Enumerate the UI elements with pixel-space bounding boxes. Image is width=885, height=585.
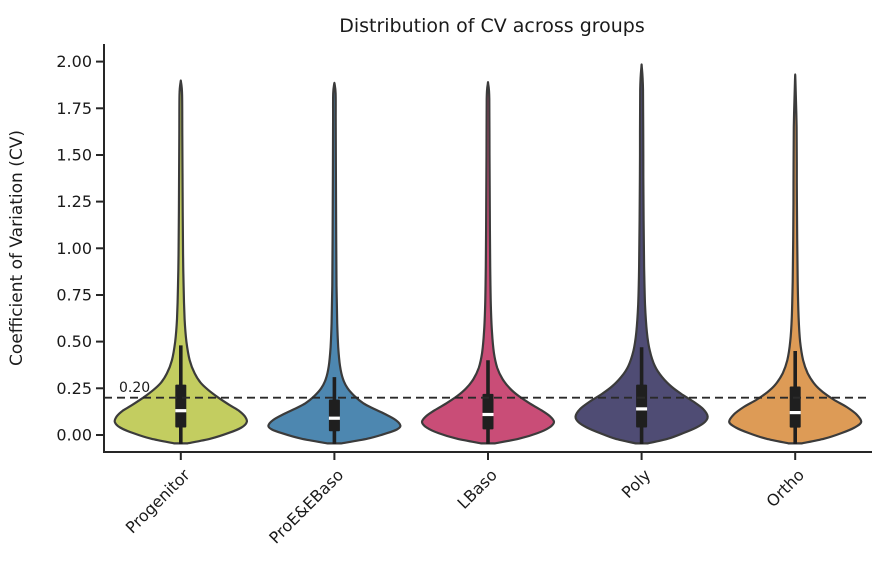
median-line bbox=[482, 412, 494, 417]
y-tick-label: 0.50 bbox=[56, 332, 92, 351]
violin-body bbox=[728, 73, 863, 445]
x-axis-ticks: Progenitor ProE&EBaso LBaso Poly Ortho bbox=[122, 452, 808, 547]
iqr-box bbox=[175, 384, 187, 428]
y-tick-label: 0.75 bbox=[56, 286, 92, 305]
violin-body bbox=[267, 81, 402, 445]
y-tick-label: 0.00 bbox=[56, 426, 92, 445]
median-line bbox=[328, 416, 340, 420]
x-tick-label-Progenitor: Progenitor bbox=[122, 465, 194, 537]
violin-LBaso bbox=[420, 81, 556, 445]
y-tick-label: 1.50 bbox=[56, 146, 92, 165]
y-tick-label: 1.00 bbox=[56, 239, 92, 258]
y-tick-label: 0.25 bbox=[56, 379, 92, 398]
violin-series bbox=[113, 63, 863, 445]
violin-body bbox=[113, 79, 249, 445]
violin-Poly bbox=[574, 63, 709, 445]
median-line bbox=[175, 409, 187, 413]
x-tick-label-Poly: Poly bbox=[618, 465, 655, 502]
median-line bbox=[636, 407, 648, 411]
iqr-box bbox=[482, 393, 494, 430]
violin-body bbox=[574, 63, 709, 445]
violin-ProE&EBaso bbox=[267, 81, 402, 445]
x-tick-label-LBaso: LBaso bbox=[454, 465, 501, 512]
violin-Ortho bbox=[728, 73, 863, 445]
x-tick-label-Ortho: Ortho bbox=[763, 465, 809, 511]
y-tick-label: 1.75 bbox=[56, 99, 92, 118]
iqr-box bbox=[789, 386, 801, 428]
threshold-label: 0.20 bbox=[119, 380, 150, 396]
iqr-box bbox=[328, 399, 340, 432]
violin-body bbox=[420, 81, 556, 445]
y-axis-label: Coefficient of Variation (CV) bbox=[7, 130, 27, 366]
y-tick-label: 1.25 bbox=[56, 192, 92, 211]
chart-title: Distribution of CV across groups bbox=[339, 15, 645, 37]
median-line bbox=[789, 411, 801, 415]
x-tick-label-ProE&EBaso: ProE&EBaso bbox=[265, 465, 347, 547]
y-axis-ticks: 0.00 0.25 0.50 0.75 1.00 1.25 1.50 1.75 2.00 bbox=[56, 52, 104, 445]
y-tick-label: 2.00 bbox=[56, 52, 92, 71]
violin-Progenitor bbox=[113, 79, 249, 445]
iqr-box bbox=[636, 384, 648, 428]
